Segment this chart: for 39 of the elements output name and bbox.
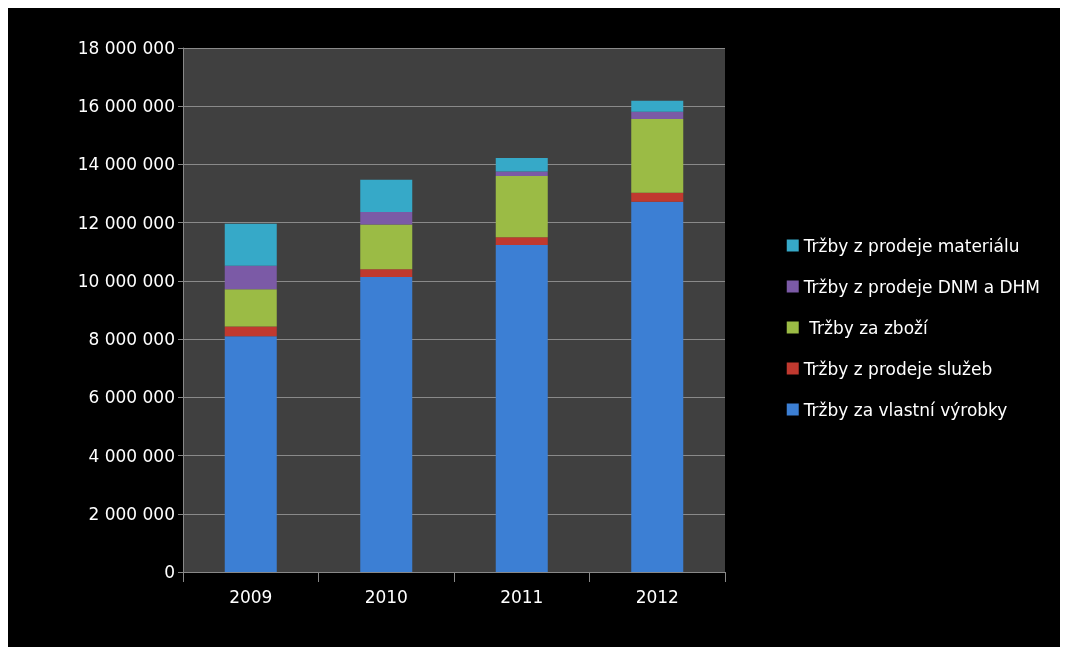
bar	[224, 326, 277, 337]
bar	[495, 176, 548, 238]
legend-label: Tržby z prodeje služeb	[802, 358, 993, 379]
y-tick-label: 14 000 000	[77, 154, 175, 175]
bar	[360, 269, 413, 278]
x-tick-label: 2012	[635, 586, 679, 607]
bar	[495, 171, 548, 177]
y-tick-label: 16 000 000	[77, 96, 175, 117]
y-tick-label: 10 000 000	[77, 270, 175, 291]
bar	[360, 179, 413, 212]
legend-label: Tržby z prodeje DNM a DHM	[802, 276, 1040, 297]
bar	[495, 245, 548, 572]
legend-label: Tržby za vlastní výrobky	[802, 399, 1008, 420]
bar	[224, 265, 277, 290]
bar	[360, 277, 413, 572]
y-tick-label: 0	[164, 562, 175, 582]
x-tick-label: 2011	[500, 586, 544, 607]
bar	[360, 211, 413, 225]
legend-label: Tržby z prodeje materiálu	[802, 235, 1020, 256]
bar	[224, 336, 277, 572]
bar	[631, 192, 684, 202]
y-tick-label: 4 000 000	[88, 445, 175, 466]
bar	[495, 158, 548, 172]
legend-label: Tržby za zboží	[803, 317, 929, 338]
bar	[495, 237, 548, 246]
y-tick-label: 12 000 000	[77, 212, 175, 233]
bar	[631, 201, 684, 572]
bar	[631, 119, 684, 193]
y-tick-label: 2 000 000	[88, 503, 175, 524]
x-tick-label: 2010	[364, 586, 408, 607]
bar	[224, 223, 277, 266]
bar	[224, 289, 277, 327]
bar	[631, 100, 684, 112]
y-tick-label: 6 000 000	[88, 387, 175, 408]
x-tick-label: 2009	[229, 586, 273, 607]
bar	[360, 224, 413, 270]
bar	[631, 111, 684, 120]
y-tick-label: 8 000 000	[88, 329, 175, 350]
y-tick-label: 18 000 000	[77, 38, 175, 58]
